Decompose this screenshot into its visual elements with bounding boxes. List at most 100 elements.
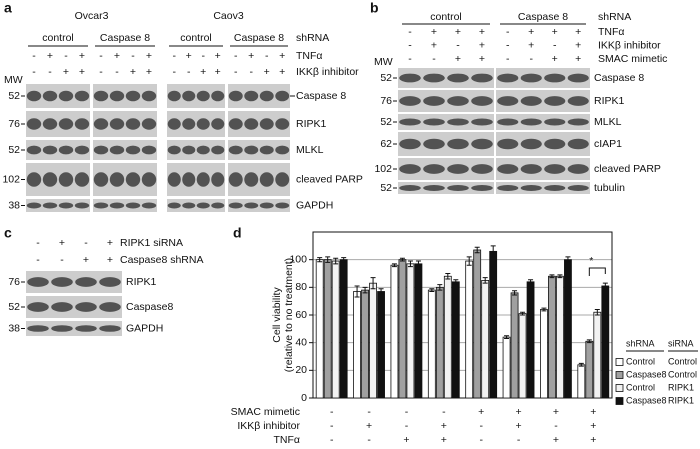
sign: - (530, 53, 534, 65)
blot-band (167, 90, 181, 102)
blot-band (447, 118, 469, 126)
blot-band (196, 145, 210, 155)
blot-band (567, 164, 589, 174)
sign: - (442, 406, 446, 418)
sign: - (234, 66, 238, 78)
blot-band (471, 73, 493, 83)
sign: + (553, 434, 559, 446)
sign: + (575, 53, 581, 65)
mw-value: 52 (8, 301, 20, 313)
bar (443, 275, 452, 399)
sign: + (441, 434, 447, 446)
blot-band (109, 145, 125, 155)
sign: + (553, 406, 559, 418)
sign: + (366, 420, 372, 432)
legend-title: shRNA (626, 338, 655, 348)
blot-band (259, 145, 274, 155)
sign: + (431, 39, 437, 51)
blot-band (167, 118, 181, 130)
band-label: Caspase 8 (594, 72, 644, 84)
bar (465, 260, 474, 399)
sign: + (186, 50, 192, 62)
blot-band (74, 202, 90, 209)
sign: + (114, 50, 120, 62)
y-axis-label: (relative to no treatment) (283, 258, 295, 372)
blot-band (228, 172, 243, 187)
sign: + (552, 53, 558, 65)
bar (585, 340, 594, 399)
legend-label: Caspase8 (626, 395, 667, 405)
blot-band (423, 73, 445, 83)
sign: + (479, 53, 485, 65)
error-bar (490, 245, 496, 258)
blot-band (567, 73, 589, 83)
row-label: IKKβ inhibitor (296, 66, 359, 78)
condition-label: IKKβ inhibitor (237, 420, 300, 432)
condition-label: SMAC mimetic (231, 406, 300, 418)
blot-band (211, 172, 225, 187)
blot-band (141, 90, 157, 102)
blot-band (567, 138, 589, 150)
bar (390, 264, 399, 399)
blot-band (520, 164, 542, 174)
blot-band (125, 202, 141, 209)
bar (398, 259, 407, 399)
group-label: control (42, 32, 74, 44)
bar (489, 250, 498, 399)
band-label: RIPK1 (594, 95, 625, 107)
blot (496, 68, 590, 88)
error-bar (528, 279, 534, 285)
blot-band (182, 90, 196, 102)
bar (331, 260, 340, 399)
error-bar (482, 277, 488, 284)
blot-band (275, 202, 290, 209)
sign: + (200, 66, 206, 78)
blot-band (125, 118, 141, 130)
blot-band (275, 172, 290, 187)
blot-band (167, 202, 181, 209)
error-bar (437, 284, 443, 291)
sign: - (367, 406, 371, 418)
blot (398, 158, 494, 180)
mw-value: 38 (8, 199, 20, 211)
sign: - (456, 39, 460, 51)
legend-swatch (615, 371, 624, 379)
blot-band (471, 138, 493, 150)
row-label: shRNA (296, 32, 329, 44)
sign: + (590, 406, 596, 418)
bar (556, 275, 564, 399)
blot-band (141, 145, 157, 155)
blot (26, 296, 122, 318)
blot (93, 199, 157, 212)
row-label: SMAC mimetic (598, 53, 667, 65)
bar (369, 282, 377, 399)
blot-band (27, 325, 49, 332)
sign: + (279, 66, 285, 78)
bar (406, 263, 415, 399)
blot-band (51, 325, 73, 332)
sign: - (60, 254, 64, 266)
blot-band (125, 90, 141, 102)
sign: - (99, 50, 103, 62)
bar (518, 313, 527, 399)
sign: + (575, 39, 581, 51)
sign: - (250, 66, 254, 78)
legend-label: RIPK1 (668, 395, 694, 405)
blot-band (228, 145, 243, 155)
legend-label: RIPK1 (668, 382, 694, 392)
blot-band (275, 118, 290, 130)
bar (353, 291, 361, 399)
error-bar (466, 256, 472, 266)
error-bar (429, 288, 435, 292)
sign: + (79, 66, 85, 78)
blot-band (520, 185, 542, 191)
blot-band (399, 164, 421, 174)
blot-band (26, 172, 42, 187)
blot-band (244, 90, 259, 102)
blot-band (182, 145, 196, 155)
mw-value: 38 (8, 322, 20, 334)
panel-letter: b (370, 0, 379, 16)
blot-band (196, 118, 210, 130)
cell-line: Ovcar3 (75, 10, 109, 22)
sign: + (403, 434, 409, 446)
